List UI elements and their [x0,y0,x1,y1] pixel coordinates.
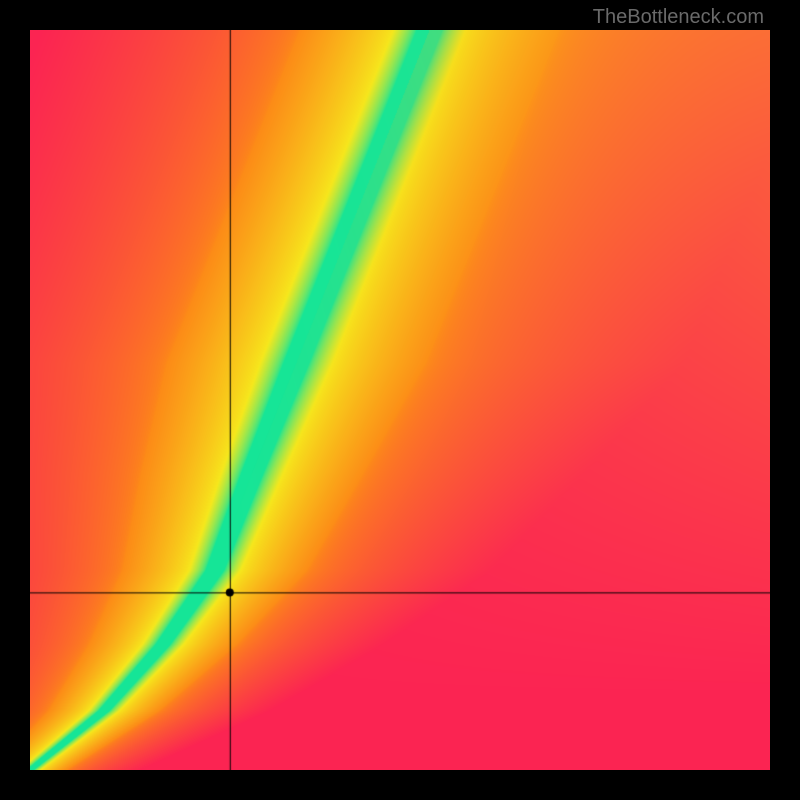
heatmap-canvas [30,30,770,770]
chart-frame: TheBottleneck.com [0,0,800,800]
watermark-text: TheBottleneck.com [593,6,764,29]
heatmap-plot [30,30,770,770]
